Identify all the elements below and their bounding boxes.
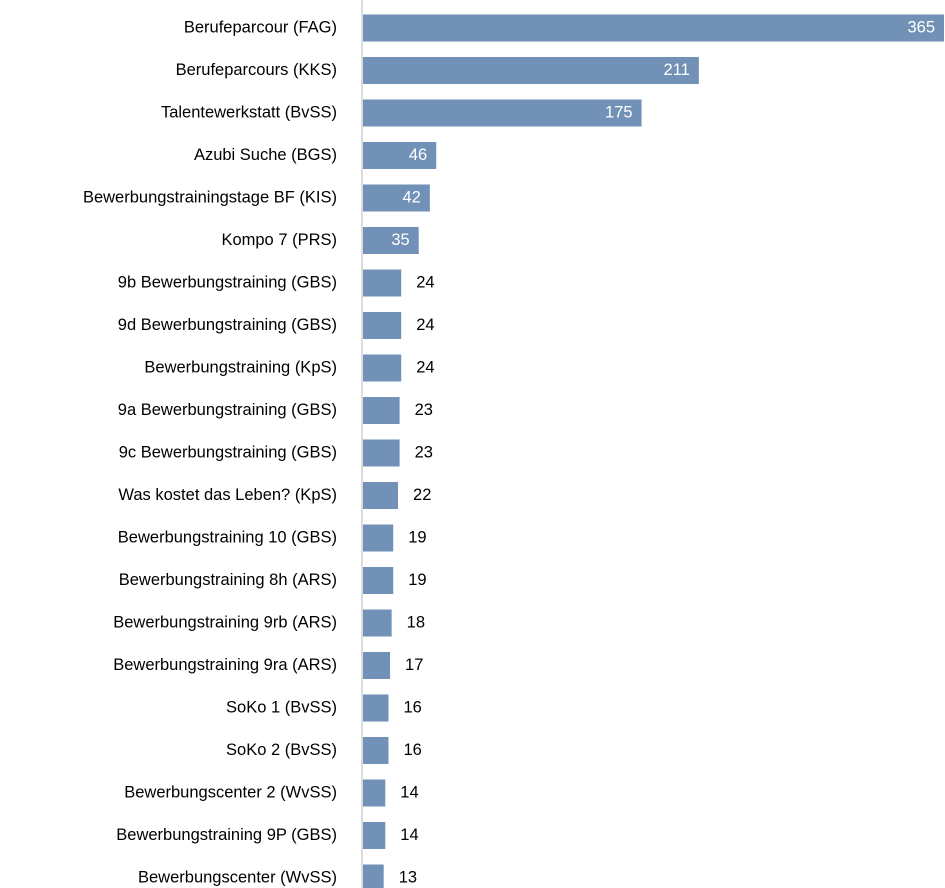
category-label: Bewerbungstraining (KpS) xyxy=(144,358,337,376)
value-label: 16 xyxy=(403,741,421,759)
category-label: SoKo 2 (BvSS) xyxy=(226,741,337,759)
bar xyxy=(363,864,384,888)
category-label: Was kostet das Leben? (KpS) xyxy=(118,486,337,504)
bar xyxy=(363,354,402,382)
value-label: 17 xyxy=(405,656,423,674)
bar xyxy=(363,142,437,169)
category-label: Bewerbungstraining 8h (ARS) xyxy=(119,571,337,589)
category-label: SoKo 1 (BvSS) xyxy=(226,698,337,716)
value-label: 42 xyxy=(402,188,420,206)
bar xyxy=(363,694,389,722)
bar xyxy=(363,312,402,339)
bar xyxy=(363,482,399,509)
bar xyxy=(363,737,389,764)
category-label: Talentewerkstatt (BvSS) xyxy=(161,103,337,121)
category-label: Azubi Suche (BGS) xyxy=(194,146,337,164)
bar xyxy=(363,439,400,467)
bar xyxy=(363,184,430,212)
category-label: 9b Bewerbungstraining (GBS) xyxy=(118,273,337,291)
value-label: 16 xyxy=(403,698,421,716)
bar xyxy=(363,99,642,127)
value-label: 24 xyxy=(416,358,434,376)
value-label: 19 xyxy=(408,528,426,546)
value-label: 18 xyxy=(407,613,425,631)
category-label: Bewerbungstrainingstage BF (KIS) xyxy=(83,188,337,206)
bar xyxy=(363,822,386,849)
bar xyxy=(363,397,400,424)
value-label: 211 xyxy=(664,61,690,79)
category-label: Bewerbungstraining 9rb (ARS) xyxy=(113,613,337,631)
value-label: 13 xyxy=(399,868,417,886)
bar xyxy=(363,779,386,807)
category-label: 9d Bewerbungstraining (GBS) xyxy=(118,316,337,334)
category-label: Kompo 7 (PRS) xyxy=(221,231,337,249)
value-label: 19 xyxy=(408,571,426,589)
value-label: 175 xyxy=(605,103,633,121)
category-label: 9a Bewerbungstraining (GBS) xyxy=(118,401,337,419)
value-label: 22 xyxy=(413,486,431,504)
bar xyxy=(363,57,699,84)
bar xyxy=(363,567,394,594)
bar xyxy=(363,652,391,679)
value-label: 46 xyxy=(409,146,427,164)
value-label: 24 xyxy=(416,273,434,291)
category-label: Bewerbungscenter 2 (WvSS) xyxy=(124,783,337,801)
value-label: 23 xyxy=(415,401,433,419)
category-label: Bewerbungstraining 9ra (ARS) xyxy=(113,656,337,674)
category-label: Bewerbungstraining 9P (GBS) xyxy=(116,826,337,844)
value-label: 24 xyxy=(416,316,434,334)
category-label: Bewerbungstraining 10 (GBS) xyxy=(118,528,337,546)
category-label: Berufeparcour (FAG) xyxy=(184,18,337,36)
category-label: Berufeparcours (KKS) xyxy=(176,61,337,79)
value-label: 14 xyxy=(400,783,418,801)
value-label: 14 xyxy=(400,826,418,844)
bar xyxy=(363,227,419,254)
bar xyxy=(363,14,944,42)
bar xyxy=(363,269,402,297)
value-label: 365 xyxy=(907,18,935,36)
bar xyxy=(363,609,392,637)
value-label: 35 xyxy=(391,231,409,249)
category-label: Bewerbungscenter (WvSS) xyxy=(138,868,337,886)
value-label: 23 xyxy=(415,443,433,461)
category-label: 9c Bewerbungstraining (GBS) xyxy=(119,443,337,461)
bar xyxy=(363,524,394,552)
